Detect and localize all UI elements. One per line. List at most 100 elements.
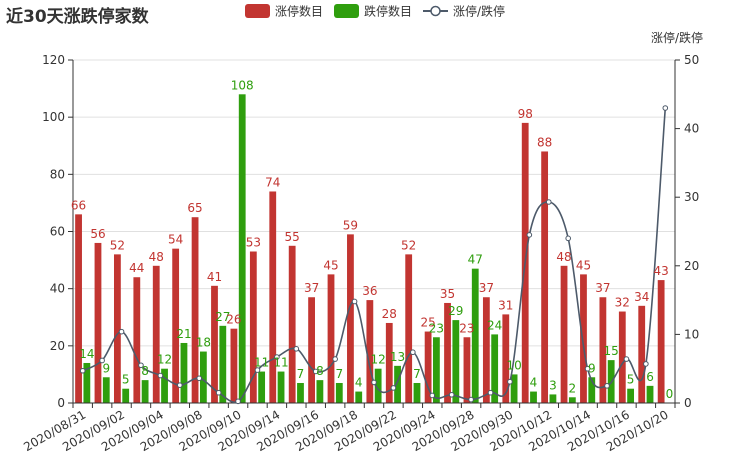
ratio-point — [507, 378, 513, 385]
data-label-down: 5 — [627, 373, 635, 387]
ratio-point — [215, 389, 222, 396]
legend-swatch-down — [334, 4, 359, 18]
data-label-up: 65 — [187, 201, 202, 215]
data-label-up: 41 — [207, 270, 222, 284]
bar-down — [530, 391, 537, 403]
bar-up — [638, 305, 646, 403]
bar-up — [444, 302, 451, 403]
data-label-down: 8 — [316, 364, 324, 378]
ratio-point — [545, 199, 552, 205]
data-label-up: 48 — [149, 250, 164, 264]
y-left-tick-label: 100 — [42, 110, 65, 124]
bar-down — [568, 397, 576, 403]
legend-label-up: 涨停数目 — [275, 4, 323, 19]
bar-down — [588, 377, 596, 403]
bar-down — [510, 374, 518, 403]
data-label-down: 24 — [487, 318, 502, 332]
bar-down — [627, 388, 635, 403]
bar-up — [580, 274, 587, 403]
bar-down — [394, 365, 401, 403]
data-label-up: 43 — [653, 264, 668, 278]
bar-down — [413, 382, 421, 403]
legend-marker-ratio — [430, 5, 441, 17]
bar-down — [122, 388, 130, 403]
bar-down — [433, 337, 440, 403]
legend-item-up[interactable]: 涨停数目 — [245, 4, 323, 19]
data-label-down: 12 — [371, 353, 386, 367]
bar-up — [211, 285, 218, 403]
data-label-up: 53 — [246, 236, 261, 250]
data-label-up: 23 — [459, 321, 474, 335]
data-label-up: 28 — [382, 307, 397, 321]
ratio-point — [584, 365, 591, 372]
bar-down — [297, 382, 304, 403]
bar-up — [541, 151, 549, 403]
y-left-tick-label: 120 — [42, 53, 65, 67]
ratio-point — [429, 392, 436, 399]
data-label-down: 3 — [549, 378, 557, 392]
data-label-down: 108 — [231, 78, 254, 92]
y-right-tick-label: 40 — [684, 122, 699, 136]
bar-up — [94, 242, 102, 403]
bar-down — [258, 371, 266, 403]
y-right-tick-label: 50 — [684, 53, 699, 67]
bar-down — [102, 377, 110, 403]
ratio-point — [604, 383, 610, 389]
data-label-up: 37 — [479, 281, 494, 295]
bar-up — [599, 297, 607, 403]
y-right-tick-label: 0 — [684, 396, 692, 410]
data-label-down: 23 — [429, 321, 444, 335]
legend-item-ratio[interactable]: 涨停/跌停 — [423, 4, 505, 19]
ratio-point — [99, 357, 105, 364]
ratio-point — [390, 385, 397, 391]
legend-item-down[interactable]: 跌停数目 — [334, 4, 412, 19]
bar-up — [424, 331, 432, 403]
bar-up — [327, 274, 335, 403]
bar-down — [277, 371, 285, 403]
data-label-down: 29 — [448, 304, 463, 318]
bar-down — [452, 320, 460, 403]
data-label-up: 74 — [265, 175, 280, 189]
bar-up — [502, 314, 510, 403]
data-label-up: 35 — [440, 287, 455, 301]
bar-down — [161, 368, 168, 403]
data-label-down: 8 — [141, 364, 149, 378]
bar-up — [657, 280, 665, 403]
data-label-down: 6 — [646, 370, 654, 384]
data-label-down: 4 — [355, 376, 363, 390]
bar-up — [288, 245, 296, 403]
data-label-down: 47 — [468, 253, 483, 267]
bar-up — [405, 254, 413, 403]
ratio-point — [235, 398, 241, 405]
bar-down — [355, 391, 363, 403]
ratio-point — [138, 362, 144, 369]
bar-up — [230, 328, 238, 403]
data-label-up: 37 — [304, 281, 319, 295]
data-label-down: 21 — [176, 327, 191, 341]
grid — [73, 59, 675, 347]
data-label-down: 7 — [413, 367, 421, 381]
bar-up — [618, 311, 626, 403]
data-label-down: 10 — [506, 358, 521, 372]
bar-up — [172, 248, 180, 403]
bar-up — [560, 265, 568, 403]
data-label-up: 36 — [362, 284, 377, 298]
ratio-point — [274, 354, 280, 360]
data-label-up: 52 — [401, 238, 416, 252]
bar-down — [491, 334, 499, 403]
data-label-down: 4 — [530, 376, 538, 390]
data-label-up: 26 — [226, 313, 241, 327]
bar-up — [75, 214, 82, 403]
legend: 涨停数目 跌停数目 涨停/跌停 — [245, 4, 505, 19]
ratio-point — [79, 367, 86, 374]
data-label-up: 98 — [518, 107, 533, 121]
bar-down — [83, 362, 91, 403]
y-right-tick-label: 20 — [684, 259, 699, 273]
y-left-tick-label: 80 — [50, 167, 65, 181]
data-label-up: 45 — [576, 258, 591, 272]
chart-title: 近30天涨跌停家数 — [6, 7, 149, 27]
ratio-point — [118, 328, 125, 335]
bar-up — [308, 297, 315, 403]
legend-label-down: 跌停数目 — [364, 4, 412, 19]
data-label-up: 34 — [634, 290, 649, 304]
